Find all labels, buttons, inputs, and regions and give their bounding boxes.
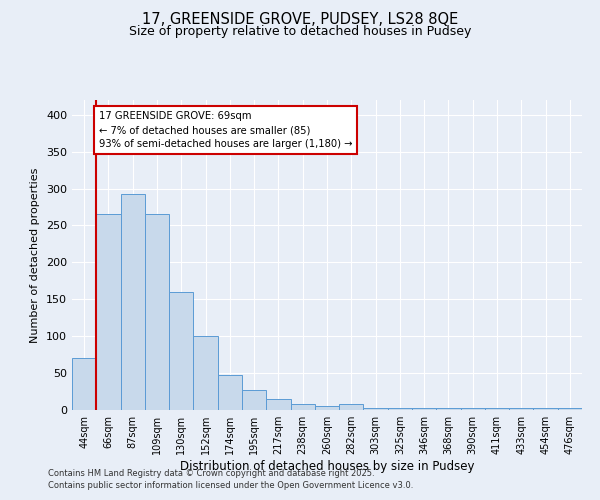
Bar bbox=[193, 336, 218, 410]
Bar bbox=[72, 358, 96, 410]
Bar bbox=[412, 408, 436, 410]
Bar bbox=[218, 376, 242, 410]
Bar bbox=[121, 194, 145, 410]
Bar bbox=[266, 399, 290, 410]
Bar bbox=[436, 408, 461, 410]
Bar bbox=[145, 214, 169, 410]
Text: 17 GREENSIDE GROVE: 69sqm
← 7% of detached houses are smaller (85)
93% of semi-d: 17 GREENSIDE GROVE: 69sqm ← 7% of detach… bbox=[99, 111, 352, 149]
Text: Size of property relative to detached houses in Pudsey: Size of property relative to detached ho… bbox=[129, 25, 471, 38]
Bar bbox=[558, 408, 582, 410]
Bar bbox=[388, 408, 412, 410]
Bar bbox=[485, 408, 509, 410]
Bar bbox=[315, 406, 339, 410]
Bar bbox=[96, 214, 121, 410]
Text: Contains HM Land Registry data © Crown copyright and database right 2025.: Contains HM Land Registry data © Crown c… bbox=[48, 468, 374, 477]
Bar bbox=[509, 408, 533, 410]
Text: Contains public sector information licensed under the Open Government Licence v3: Contains public sector information licen… bbox=[48, 481, 413, 490]
X-axis label: Distribution of detached houses by size in Pudsey: Distribution of detached houses by size … bbox=[180, 460, 474, 473]
Bar bbox=[461, 408, 485, 410]
Text: 17, GREENSIDE GROVE, PUDSEY, LS28 8QE: 17, GREENSIDE GROVE, PUDSEY, LS28 8QE bbox=[142, 12, 458, 28]
Bar bbox=[364, 408, 388, 410]
Bar bbox=[169, 292, 193, 410]
Bar bbox=[242, 390, 266, 410]
Bar bbox=[533, 408, 558, 410]
Bar bbox=[339, 404, 364, 410]
Bar bbox=[290, 404, 315, 410]
Y-axis label: Number of detached properties: Number of detached properties bbox=[31, 168, 40, 342]
